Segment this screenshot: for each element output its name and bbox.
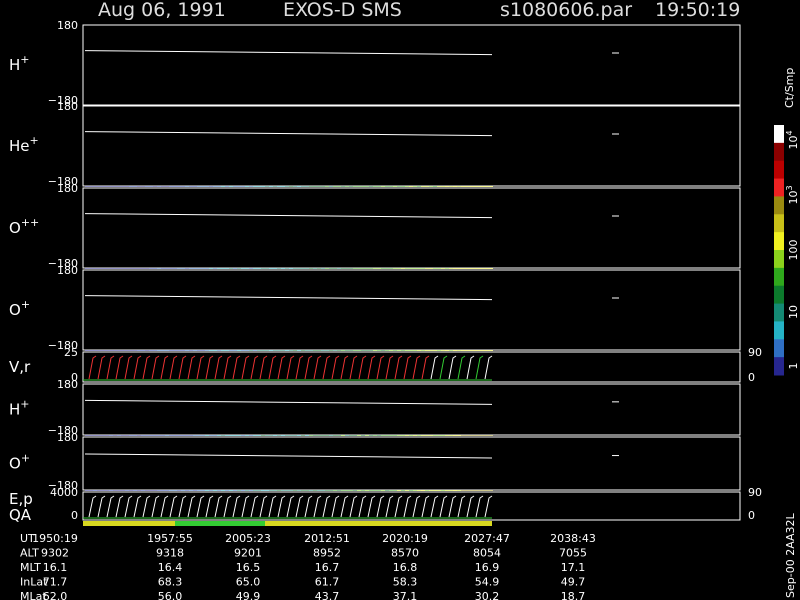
date: Aug 06, 1991 [98, 0, 226, 21]
file: s1080606.par [500, 0, 632, 21]
colorbar-unit: Ct/Smp [783, 68, 796, 108]
time: 19:50:19 [655, 0, 740, 21]
stamp: Sep-00 2AA32L [784, 512, 797, 598]
instrument: EXOS-D SMS [283, 0, 402, 21]
